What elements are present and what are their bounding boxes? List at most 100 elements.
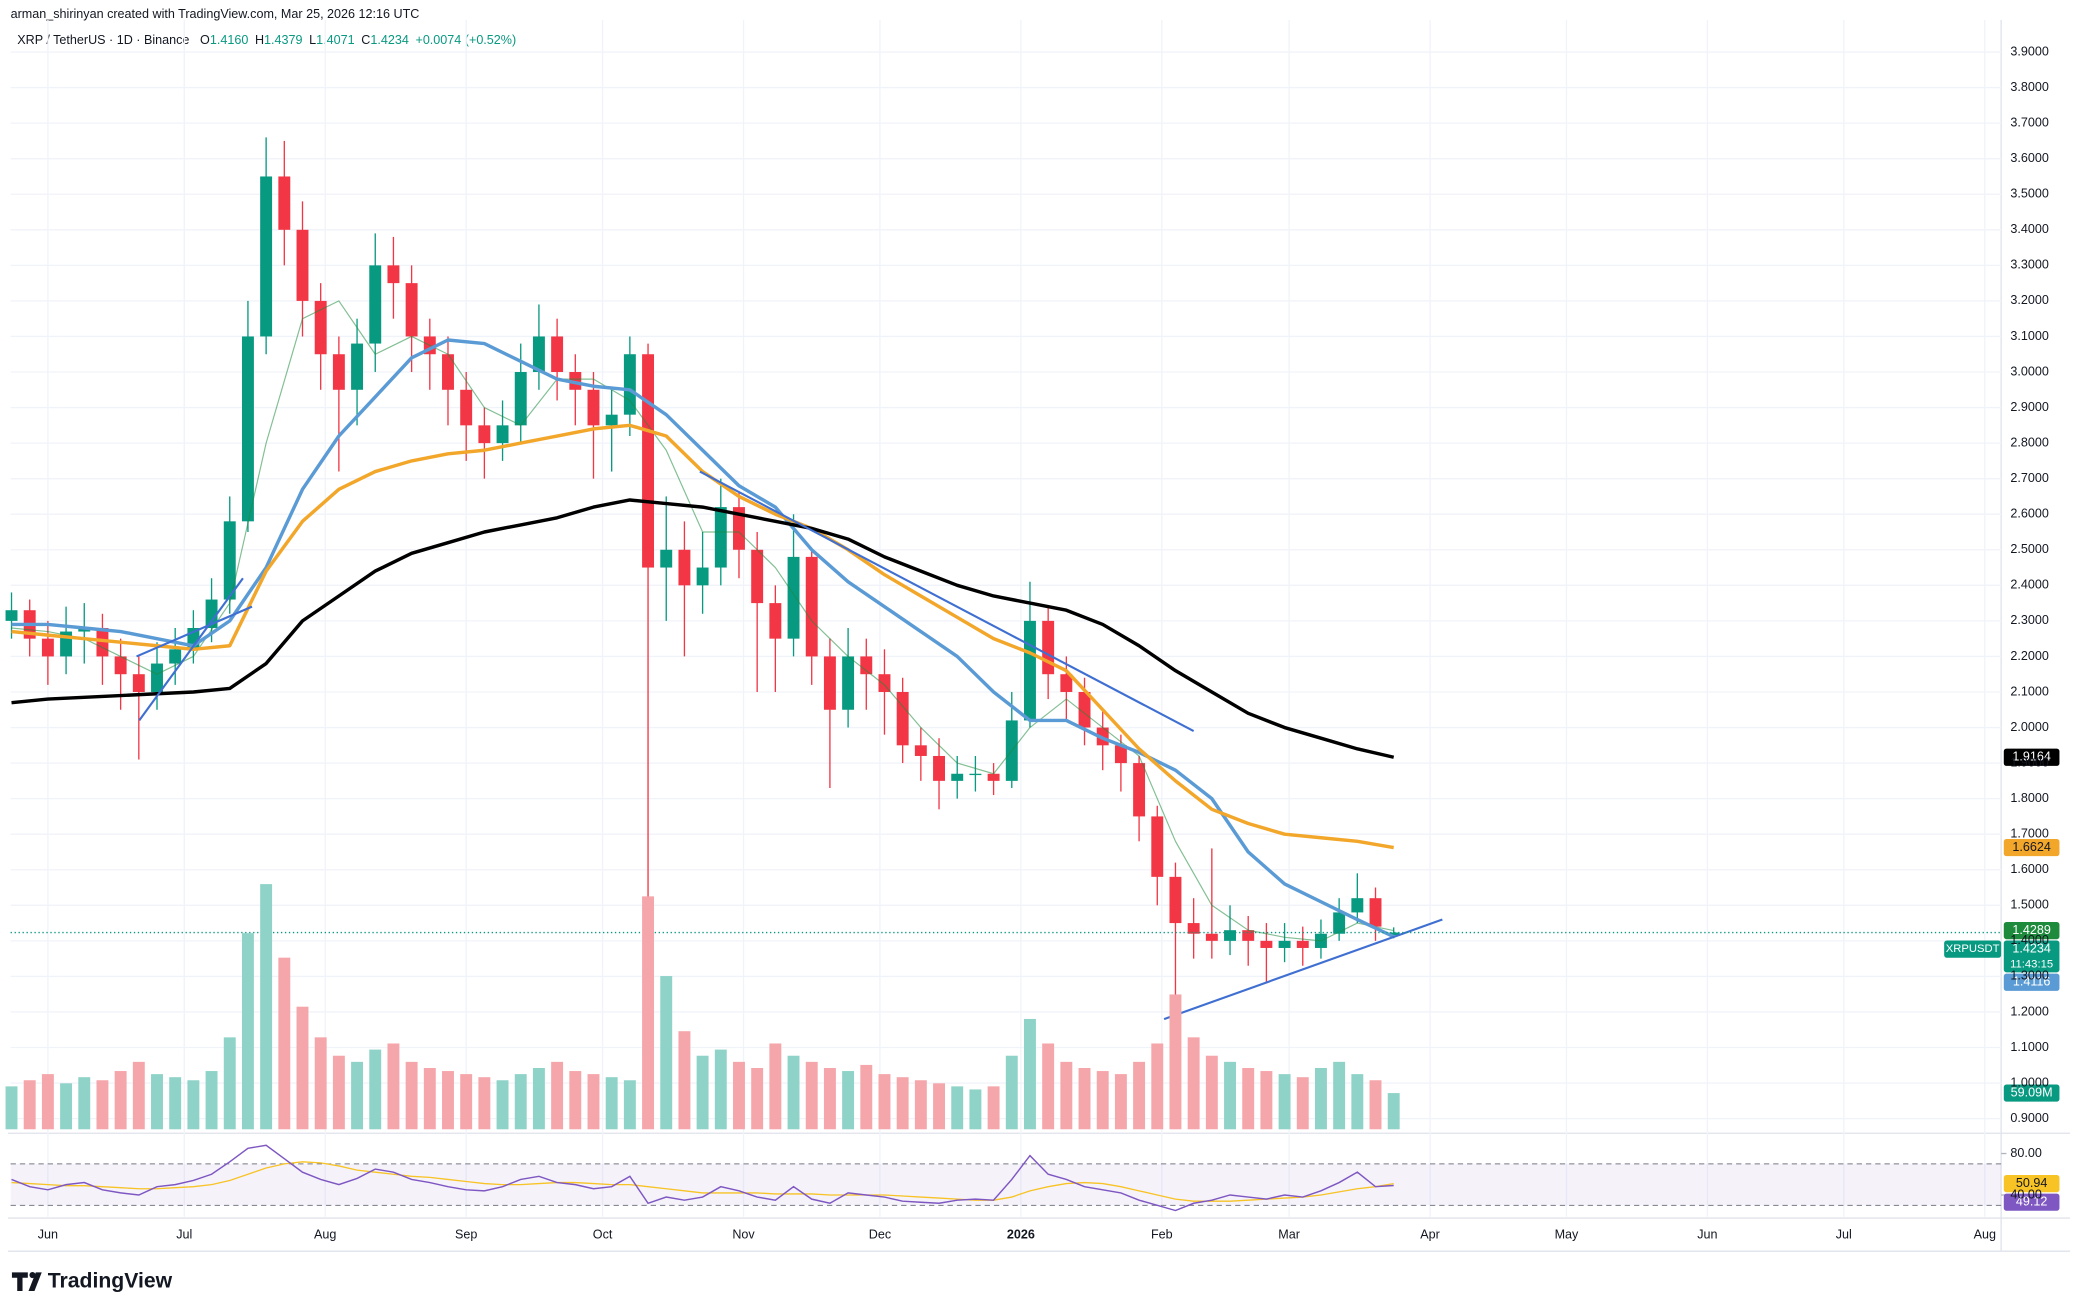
y-tick-label: 3.1000: [2010, 329, 2048, 343]
volume-bar: [169, 1077, 182, 1130]
volume-bar: [205, 1071, 218, 1130]
x-tick-label: Aug: [314, 1228, 336, 1242]
volume-bar: [787, 1055, 800, 1130]
volume-bar: [314, 1037, 327, 1130]
candle-body: [678, 549, 691, 586]
volume-bar: [496, 1080, 509, 1130]
symbol-tag: [1944, 940, 2002, 958]
volume-bar: [1333, 1061, 1346, 1130]
volume-bar: [132, 1061, 145, 1130]
moving-average: [11, 498, 1395, 759]
axis-value-text: 1.4289: [2012, 923, 2050, 937]
y-tick-label: 2.0000: [2010, 720, 2048, 734]
y-tick-label: 1.1000: [2010, 1040, 2048, 1054]
candle-body: [969, 773, 982, 776]
volume-bar: [1187, 1037, 1200, 1130]
candle-body: [660, 549, 673, 568]
axis-value-box: [2003, 973, 2060, 991]
candle-body: [642, 354, 655, 568]
volume-bar: [987, 1086, 1000, 1130]
y-tick-label: 1.0000: [2010, 1075, 2048, 1089]
volume-bar: [933, 1083, 945, 1130]
candle-body: [914, 745, 927, 756]
volume-bar: [1078, 1067, 1091, 1130]
axis-value-box: [2003, 1175, 2060, 1193]
volume-bar: [187, 1080, 200, 1130]
volume-bar: [1224, 1061, 1236, 1130]
symbol-tag-text: XRPUSDT: [1946, 943, 2000, 955]
axis-value-text: 59.09M: [2011, 1085, 2053, 1099]
plot-layer: [5, 20, 2007, 1217]
candle-body: [842, 656, 855, 710]
volume-bar: [1369, 1080, 1382, 1130]
y-tick-label: 2.5000: [2010, 542, 2048, 556]
candle-body: [205, 599, 218, 628]
axis-value-label: 49.12: [2003, 1193, 2060, 1211]
volume-bar: [805, 1061, 818, 1130]
volume-bar: [387, 1043, 400, 1130]
volume-bar: [1096, 1071, 1109, 1130]
x-tick-label: Apr: [1420, 1228, 1440, 1242]
y-tick-label: 3.9000: [2010, 44, 2048, 58]
trendline: [136, 605, 253, 658]
countdown: 11:43:15: [2010, 958, 2053, 970]
axis-value-text: 1.4234: [2012, 941, 2050, 955]
candle-body: [769, 603, 782, 639]
y-tick-label: 2.3000: [2010, 613, 2048, 627]
volume-bar: [678, 1031, 691, 1130]
volume-bar: [5, 1086, 18, 1130]
candle-body: [696, 567, 709, 586]
volume-bar: [96, 1080, 109, 1130]
candle-body: [1369, 898, 1382, 927]
y-tick-label: 3.5000: [2010, 187, 2048, 201]
volume-bar: [823, 1067, 836, 1130]
ohlc-value: 1.4160: [210, 34, 248, 48]
candle-body: [823, 656, 836, 710]
axis-value-box: [2003, 940, 2060, 973]
volume-bar: [442, 1071, 454, 1130]
volume-bar: [223, 1037, 236, 1130]
candle-body: [514, 372, 527, 426]
volume-bar: [842, 1071, 855, 1130]
byline: arman_shirinyan created with TradingView…: [11, 7, 420, 21]
volume-bar: [1042, 1043, 1055, 1130]
y-tick-label: 3.2000: [2010, 293, 2048, 307]
candle-body: [132, 674, 145, 692]
candle-body: [787, 556, 800, 639]
volume-bar: [151, 1074, 163, 1130]
volume-bar: [951, 1086, 964, 1130]
candle-body: [878, 674, 891, 692]
candle-body: [1114, 745, 1127, 764]
candle-body: [1387, 932, 1400, 936]
candle-body: [169, 649, 182, 664]
volume-bar: [696, 1055, 709, 1130]
y-tick-label: 1.7000: [2010, 827, 2048, 841]
ohlc-value: 1.4234: [370, 34, 408, 48]
candle-body: [605, 414, 618, 426]
candle-body: [532, 336, 545, 373]
axis-value-box: [2003, 838, 2060, 857]
y-tick-label: 1.4000: [2010, 933, 2048, 947]
candle-body: [569, 372, 582, 390]
logo-mark: [11, 1272, 28, 1291]
axis-value-label: 1.4116: [2003, 973, 2060, 991]
candle-body: [278, 176, 291, 230]
y-tick-label: 3.7000: [2010, 115, 2048, 129]
candle-body: [442, 354, 454, 390]
symbol: XRP / TetherUS · 1D · Binance: [17, 34, 189, 48]
candle-body: [1296, 940, 1309, 948]
volume-bar: [332, 1055, 345, 1130]
volume-bar: [1114, 1074, 1127, 1130]
rsi-band: [10, 1163, 2002, 1206]
candle-body: [860, 656, 873, 675]
volume-bar: [260, 884, 273, 1130]
volume-bar: [41, 1074, 54, 1130]
volume-bar: [1060, 1061, 1073, 1130]
axis-value-text: 1.9164: [2012, 750, 2050, 764]
x-tick-label: Oct: [593, 1228, 613, 1242]
volume-bar: [1278, 1074, 1291, 1130]
candle-body: [1224, 930, 1236, 941]
axis-value-text: 1.6624: [2012, 840, 2050, 854]
volume-bar: [1005, 1055, 1018, 1130]
